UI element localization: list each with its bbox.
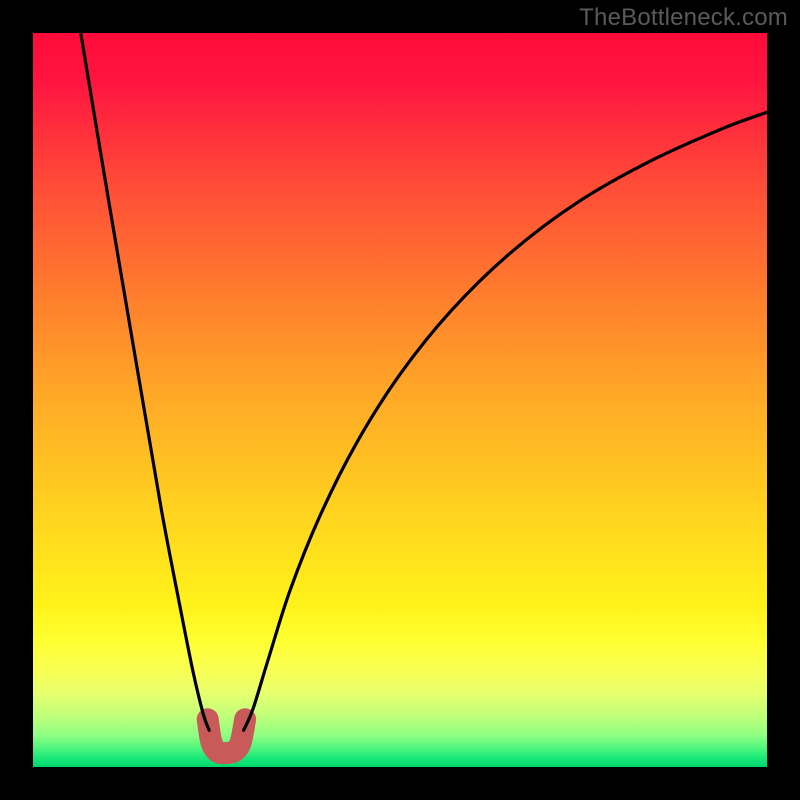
watermark-label: TheBottleneck.com: [579, 4, 788, 32]
chart-svg: [0, 0, 800, 800]
chart-stage: TheBottleneck.com: [0, 0, 800, 800]
